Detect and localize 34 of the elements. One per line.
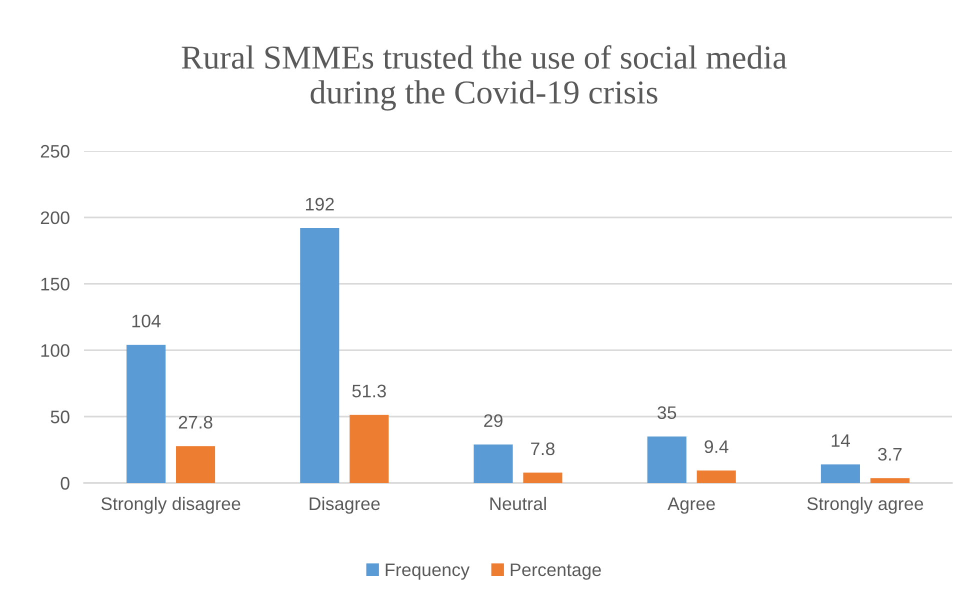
data-label: 9.4 bbox=[704, 440, 728, 454]
x-tick-label: Disagree bbox=[310, 496, 380, 514]
data-label: 27.8 bbox=[178, 416, 212, 429]
data-label: 14 bbox=[832, 434, 850, 447]
y-tick-label: 150 bbox=[41, 278, 70, 291]
bar bbox=[647, 436, 686, 483]
data-label: 3.7 bbox=[878, 448, 902, 461]
legend-label: Frequency bbox=[386, 564, 470, 580]
y-tick-label: 250 bbox=[40, 144, 70, 158]
bar bbox=[820, 464, 860, 483]
bar bbox=[870, 478, 910, 483]
x-tick-label: Agree bbox=[668, 498, 715, 514]
legend-label: Percentage bbox=[510, 564, 601, 580]
data-label: 35 bbox=[658, 406, 676, 420]
x-tick-label: Strongly agree bbox=[807, 496, 924, 514]
data-label: 29 bbox=[484, 414, 502, 428]
bar bbox=[176, 446, 216, 483]
bar bbox=[523, 472, 562, 483]
y-tick-label: 100 bbox=[41, 344, 70, 357]
y-tick-label: 200 bbox=[40, 211, 70, 224]
bar bbox=[474, 444, 513, 483]
y-tick-label: 0 bbox=[60, 476, 70, 490]
x-tick-label: Neutral bbox=[490, 496, 546, 510]
bar bbox=[126, 344, 166, 483]
bar bbox=[696, 470, 736, 483]
y-tick-label: 50 bbox=[50, 410, 70, 424]
x-tick-label: Strongly disagree bbox=[101, 496, 240, 514]
chart-title: Rural SMMEs trusted the use of social media during the Covid-19 crisis bbox=[182, 45, 787, 111]
bar bbox=[300, 228, 340, 483]
data-label: 7.8 bbox=[531, 442, 555, 456]
data-label: 192 bbox=[306, 198, 334, 211]
data-label: 104 bbox=[132, 314, 161, 328]
data-label: 51.3 bbox=[352, 384, 386, 398]
bar bbox=[350, 414, 389, 483]
